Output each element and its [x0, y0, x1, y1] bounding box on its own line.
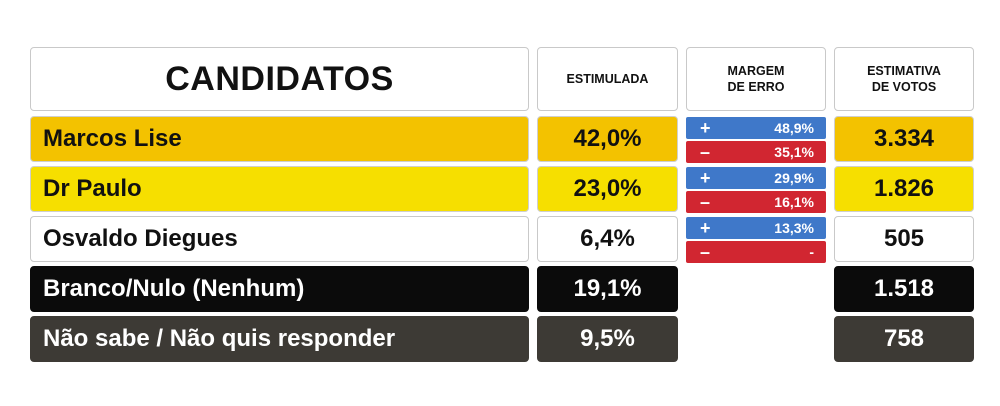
minus-sign-icon: –	[700, 242, 711, 262]
votes-estimate-value: 505	[834, 216, 974, 262]
plus-sign-icon: +	[700, 218, 711, 238]
plus-sign-icon: +	[700, 118, 711, 138]
margin-plus-cell: +29,9%	[686, 167, 826, 189]
header-stimulated: ESTIMULADA	[537, 47, 678, 111]
margin-minus-value: 35,1%	[774, 144, 814, 160]
margin-plus-cell: +48,9%	[686, 117, 826, 139]
margin-minus-value: 16,1%	[774, 194, 814, 210]
margin-plus-value: 48,9%	[774, 120, 814, 136]
votes-estimate-value: 1.826	[834, 166, 974, 212]
candidate-name: Marcos Lise	[30, 116, 529, 162]
margin-plus-value: 13,3%	[774, 220, 814, 236]
margin-minus-value: -	[809, 244, 814, 260]
candidate-name: Osvaldo Diegues	[30, 216, 529, 262]
header-candidates: CANDIDATOS	[30, 47, 529, 111]
margin-minus-cell: – -	[686, 241, 826, 263]
margin-minus-cell: – 35,1%	[686, 141, 826, 163]
margin-plus-cell: +13,3%	[686, 217, 826, 239]
stimulated-value: 23,0%	[537, 166, 678, 212]
candidate-name: Não sabe / Não quis responder	[30, 316, 529, 362]
votes-estimate-value: 1.518	[834, 266, 974, 312]
stimulated-value: 42,0%	[537, 116, 678, 162]
minus-sign-icon: –	[700, 192, 711, 212]
header-votes: ESTIMATIVA DE VOTOS	[834, 47, 974, 111]
plus-sign-icon: +	[700, 168, 711, 188]
stimulated-value: 19,1%	[537, 266, 678, 312]
stimulated-value: 9,5%	[537, 316, 678, 362]
votes-estimate-value: 758	[834, 316, 974, 362]
margin-plus-value: 29,9%	[774, 170, 814, 186]
margin-minus-cell: – 16,1%	[686, 191, 826, 213]
votes-estimate-value: 3.334	[834, 116, 974, 162]
candidate-name: Dr Paulo	[30, 166, 529, 212]
candidate-name: Branco/Nulo (Nenhum)	[30, 266, 529, 312]
header-margin: MARGEM DE ERRO	[686, 47, 826, 111]
stimulated-value: 6,4%	[537, 216, 678, 262]
minus-sign-icon: –	[700, 142, 711, 162]
